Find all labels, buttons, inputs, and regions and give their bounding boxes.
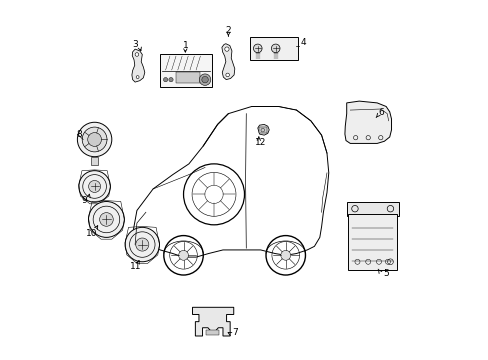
Text: 5: 5: [383, 269, 388, 278]
Polygon shape: [132, 49, 144, 82]
Circle shape: [135, 53, 139, 56]
Polygon shape: [344, 101, 391, 143]
Bar: [249, 37, 298, 60]
Text: 9: 9: [81, 196, 86, 205]
Bar: [348, 214, 396, 270]
Circle shape: [202, 76, 208, 83]
Text: 8: 8: [76, 130, 81, 139]
Text: 4: 4: [300, 38, 306, 47]
Bar: [176, 72, 199, 83]
Circle shape: [77, 122, 112, 157]
Bar: [346, 202, 398, 216]
Polygon shape: [192, 307, 233, 336]
Circle shape: [100, 213, 113, 226]
Text: 10: 10: [85, 229, 97, 238]
Text: 2: 2: [225, 26, 231, 35]
Bar: [91, 157, 98, 165]
Polygon shape: [222, 44, 234, 80]
Polygon shape: [257, 125, 269, 135]
Circle shape: [88, 180, 101, 193]
Circle shape: [224, 47, 228, 51]
Text: 7: 7: [232, 328, 238, 337]
Circle shape: [125, 227, 159, 262]
Bar: [206, 329, 218, 335]
Bar: [258, 127, 266, 134]
Circle shape: [136, 238, 148, 251]
Circle shape: [88, 202, 124, 237]
Text: 12: 12: [254, 138, 266, 147]
Text: 3: 3: [132, 40, 138, 49]
Circle shape: [136, 76, 139, 78]
Circle shape: [199, 74, 210, 85]
Circle shape: [253, 44, 262, 53]
Text: 1: 1: [182, 41, 188, 50]
Circle shape: [178, 250, 188, 260]
Circle shape: [79, 171, 110, 202]
Text: 6: 6: [377, 108, 383, 117]
Circle shape: [82, 127, 107, 152]
Circle shape: [280, 250, 290, 260]
Text: 11: 11: [130, 262, 142, 271]
Bar: [160, 54, 212, 87]
Circle shape: [225, 73, 229, 77]
Circle shape: [271, 44, 280, 53]
Circle shape: [168, 77, 173, 82]
Circle shape: [87, 132, 102, 147]
Circle shape: [163, 77, 167, 82]
